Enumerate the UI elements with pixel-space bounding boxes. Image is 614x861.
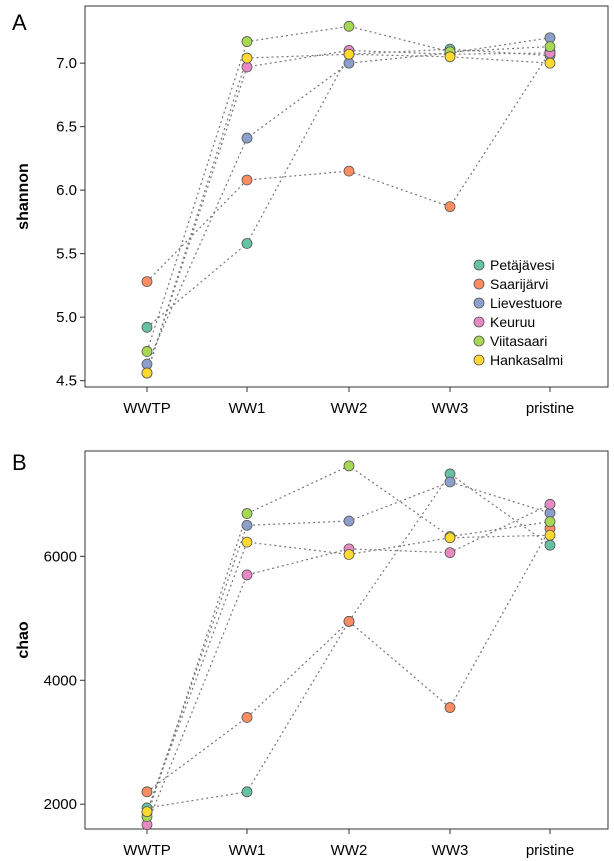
data-point <box>544 516 556 528</box>
panel-letter: A <box>12 10 27 35</box>
panel-letter: B <box>12 450 27 475</box>
data-point <box>141 367 153 379</box>
series-connector <box>146 528 551 793</box>
data-point <box>241 36 253 47</box>
data-point <box>141 321 153 333</box>
x-tick-label: WW2 <box>331 400 368 417</box>
legend-marker <box>473 335 485 347</box>
data-point <box>141 786 153 798</box>
y-tick-label: 6000 <box>44 548 77 565</box>
data-point <box>141 806 153 818</box>
data-point <box>343 460 355 472</box>
y-tick-label: 7.0 <box>56 55 77 72</box>
data-point <box>343 515 355 527</box>
legend-marker <box>473 278 485 290</box>
legend-label: Lievestuore <box>490 295 563 311</box>
x-tick-label: pristine <box>526 400 574 417</box>
data-point <box>241 712 253 723</box>
data-point <box>241 132 253 144</box>
data-point <box>343 165 355 177</box>
legend-marker <box>473 316 485 328</box>
data-point <box>241 238 253 249</box>
data-point <box>241 536 253 548</box>
data-point <box>444 702 456 713</box>
data-point <box>241 52 253 64</box>
y-tick-label: 5.0 <box>56 309 77 326</box>
series-connector <box>146 51 551 283</box>
x-tick-label: WWTP <box>123 400 170 417</box>
x-tick-label: WWTP <box>123 842 170 859</box>
y-tick-label: 4.5 <box>56 373 77 390</box>
y-tick-label: 6.5 <box>56 119 77 136</box>
data-point <box>544 41 556 53</box>
x-tick-label: pristine <box>526 842 574 859</box>
legend-label: Petäjävesi <box>490 257 555 273</box>
legend-label: Viitasaari <box>490 333 547 349</box>
y-tick-label: 4000 <box>44 672 77 689</box>
data-point <box>241 786 253 798</box>
data-point <box>141 276 153 287</box>
x-tick-label: WW3 <box>432 842 469 859</box>
y-tick-label: 2000 <box>44 796 77 813</box>
data-point <box>444 476 456 488</box>
data-point <box>444 51 456 63</box>
data-point <box>343 616 355 627</box>
y-tick-label: 5.5 <box>56 246 77 263</box>
data-point <box>343 549 355 560</box>
legend-marker <box>473 297 485 309</box>
data-point <box>444 201 456 213</box>
data-point <box>241 508 253 519</box>
data-point <box>241 519 253 531</box>
data-point <box>544 498 556 510</box>
data-point <box>241 569 253 581</box>
x-tick-label: WW1 <box>229 400 266 417</box>
data-point <box>444 547 456 559</box>
legend-marker <box>473 259 485 271</box>
y-tick-label: 6.0 <box>56 182 77 199</box>
data-point <box>544 57 556 69</box>
plot-border <box>84 5 609 388</box>
x-tick-label: WW3 <box>432 400 469 417</box>
series-connector <box>146 25 551 352</box>
chart-panel-a: A 4.5 5.0 5.5 6.0 6.5 7.0 WWTP WW1 WW2 WW3 pristine… <box>12 5 609 417</box>
data-point <box>544 539 556 551</box>
data-point <box>444 532 456 544</box>
data-point <box>343 48 355 60</box>
legend-marker <box>473 354 485 366</box>
data-point <box>141 346 153 357</box>
y-axis-title: shannon <box>15 163 32 230</box>
chart-panel-b: B 2000 4000 6000 WWTP WW1 WW2 WW3 pristine chao <box>12 450 609 859</box>
data-point <box>544 529 556 541</box>
series-connector <box>146 53 551 374</box>
legend-label: Saarijärvi <box>490 276 548 292</box>
series-connector <box>146 534 551 812</box>
plot-border <box>84 450 609 830</box>
legend: Petäjävesi Saarijärvi Lievestuore Keuruu Vii… <box>473 257 563 368</box>
data-point <box>343 20 355 32</box>
x-tick-label: WW1 <box>229 842 266 859</box>
data-point <box>241 174 253 186</box>
x-tick-label: WW2 <box>331 842 368 859</box>
legend-label: Hankasalmi <box>490 352 563 368</box>
legend-label: Keuruu <box>490 314 535 330</box>
y-axis-title: chao <box>15 621 32 659</box>
